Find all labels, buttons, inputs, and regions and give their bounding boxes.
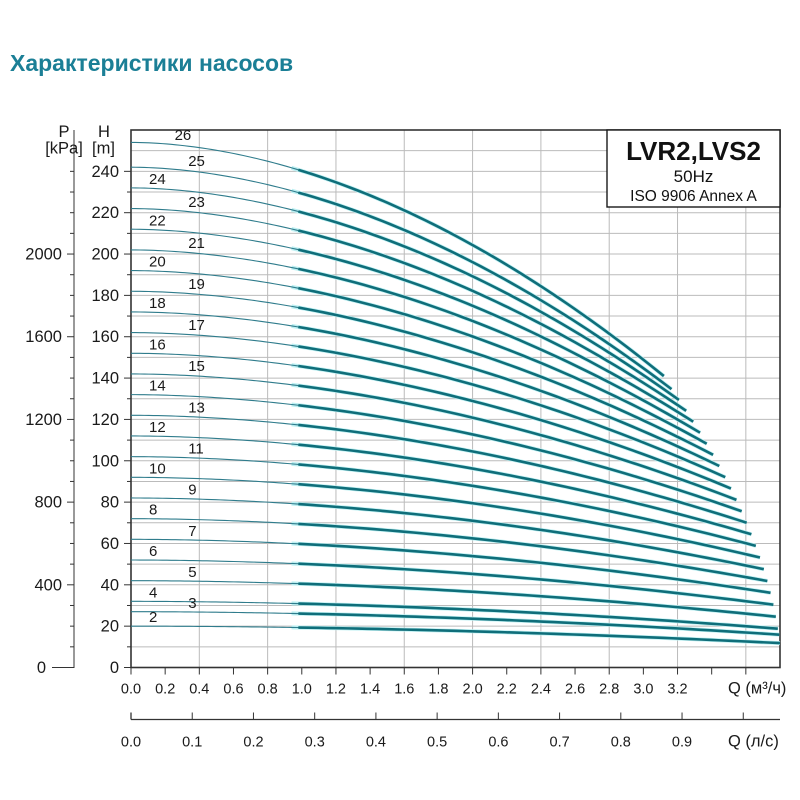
- svg-text:0.8: 0.8: [611, 735, 631, 751]
- svg-text:0.1: 0.1: [182, 735, 202, 751]
- svg-text:40: 40: [101, 576, 119, 594]
- svg-text:0.8: 0.8: [258, 682, 278, 698]
- svg-text:50Hz: 50Hz: [674, 167, 714, 186]
- svg-text:0.2: 0.2: [243, 735, 263, 751]
- svg-text:2: 2: [149, 609, 157, 626]
- svg-text:2.8: 2.8: [599, 682, 619, 698]
- svg-text:800: 800: [34, 494, 62, 512]
- svg-text:20: 20: [101, 618, 119, 636]
- svg-text:4: 4: [149, 584, 157, 601]
- svg-text:0: 0: [37, 659, 46, 677]
- svg-text:2.6: 2.6: [565, 682, 585, 698]
- svg-text:[kPa]: [kPa]: [45, 140, 83, 158]
- svg-text:0.6: 0.6: [223, 682, 243, 698]
- svg-text:0: 0: [110, 659, 119, 677]
- svg-text:15: 15: [188, 358, 205, 375]
- svg-text:9: 9: [188, 482, 196, 499]
- svg-text:1.6: 1.6: [394, 682, 414, 698]
- svg-text:1200: 1200: [25, 411, 62, 429]
- svg-text:24: 24: [149, 171, 166, 188]
- svg-text:1.2: 1.2: [326, 682, 346, 698]
- svg-text:2.4: 2.4: [531, 682, 551, 698]
- svg-text:20: 20: [149, 254, 166, 271]
- svg-text:0.3: 0.3: [305, 735, 325, 751]
- svg-text:80: 80: [101, 494, 119, 512]
- svg-text:H: H: [98, 123, 110, 141]
- svg-text:0.2: 0.2: [155, 682, 175, 698]
- svg-text:22: 22: [149, 212, 166, 229]
- svg-text:0.6: 0.6: [488, 735, 508, 751]
- svg-text:100: 100: [91, 452, 119, 470]
- svg-text:19: 19: [188, 276, 205, 293]
- svg-text:0.0: 0.0: [121, 735, 141, 751]
- svg-text:0.0: 0.0: [121, 682, 141, 698]
- svg-text:60: 60: [101, 535, 119, 553]
- svg-text:11: 11: [188, 441, 204, 458]
- svg-text:180: 180: [91, 287, 119, 305]
- svg-text:140: 140: [91, 370, 119, 388]
- svg-text:8: 8: [149, 502, 157, 519]
- svg-text:400: 400: [34, 576, 62, 594]
- svg-text:2000: 2000: [25, 246, 62, 264]
- svg-text:5: 5: [188, 564, 196, 581]
- svg-text:P: P: [58, 123, 69, 141]
- svg-text:3.2: 3.2: [667, 682, 687, 698]
- svg-text:1.0: 1.0: [292, 682, 312, 698]
- svg-text:160: 160: [91, 328, 119, 346]
- svg-text:240: 240: [91, 163, 119, 181]
- svg-text:21: 21: [188, 235, 205, 252]
- svg-text:17: 17: [188, 317, 205, 334]
- svg-text:18: 18: [149, 295, 166, 312]
- svg-text:0.4: 0.4: [366, 735, 386, 751]
- svg-text:23: 23: [188, 194, 205, 211]
- svg-text:1.8: 1.8: [428, 682, 448, 698]
- svg-text:7: 7: [188, 523, 196, 540]
- svg-text:12: 12: [149, 419, 166, 436]
- svg-text:16: 16: [149, 336, 166, 353]
- svg-text:220: 220: [91, 204, 119, 222]
- svg-text:0.7: 0.7: [550, 735, 570, 751]
- svg-text:2.2: 2.2: [497, 682, 517, 698]
- svg-text:13: 13: [188, 399, 205, 416]
- svg-text:Q (л/с): Q (л/с): [728, 733, 779, 751]
- svg-text:1.4: 1.4: [360, 682, 380, 698]
- svg-text:120: 120: [91, 411, 119, 429]
- svg-text:0.4: 0.4: [189, 682, 209, 698]
- svg-text:0.5: 0.5: [427, 735, 447, 751]
- svg-text:25: 25: [188, 153, 205, 170]
- svg-text:2.0: 2.0: [463, 682, 483, 698]
- svg-text:1600: 1600: [25, 328, 62, 346]
- svg-text:14: 14: [149, 378, 166, 395]
- svg-text:10: 10: [149, 460, 166, 477]
- svg-text:ISO 9906 Annex A: ISO 9906 Annex A: [630, 188, 757, 205]
- svg-text:200: 200: [91, 246, 119, 264]
- svg-text:LVR2,LVS2: LVR2,LVS2: [626, 136, 761, 166]
- svg-text:[m]: [m]: [92, 140, 115, 158]
- svg-text:3: 3: [188, 595, 196, 612]
- svg-text:26: 26: [175, 127, 192, 144]
- svg-text:Q (м³/ч): Q (м³/ч): [728, 680, 786, 698]
- svg-text:3.0: 3.0: [633, 682, 653, 698]
- svg-text:6: 6: [149, 543, 157, 560]
- svg-text:0.9: 0.9: [672, 735, 692, 751]
